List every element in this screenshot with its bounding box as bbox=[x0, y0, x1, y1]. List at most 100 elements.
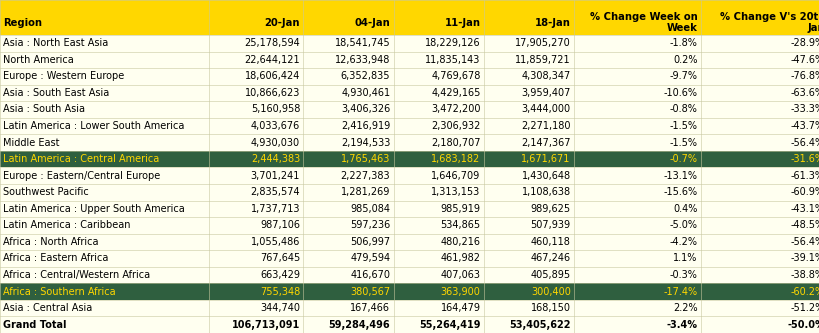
Text: 479,594: 479,594 bbox=[350, 253, 390, 263]
Bar bbox=[700, 167, 819, 184]
Bar bbox=[483, 234, 573, 250]
Text: -76.8%: -76.8% bbox=[790, 71, 819, 81]
Text: 18,541,745: 18,541,745 bbox=[334, 38, 390, 48]
Bar bbox=[700, 316, 819, 333]
Bar bbox=[700, 300, 819, 316]
Bar bbox=[209, 68, 303, 85]
Bar bbox=[700, 267, 819, 283]
Text: 4,769,678: 4,769,678 bbox=[431, 71, 480, 81]
Text: 53,405,622: 53,405,622 bbox=[509, 320, 570, 330]
Bar bbox=[393, 234, 483, 250]
Bar bbox=[303, 101, 393, 118]
Bar bbox=[393, 0, 483, 35]
Text: 164,479: 164,479 bbox=[440, 303, 480, 313]
Bar bbox=[483, 118, 573, 134]
Bar bbox=[209, 85, 303, 101]
Bar bbox=[209, 300, 303, 316]
Bar bbox=[700, 52, 819, 68]
Text: 380,567: 380,567 bbox=[350, 287, 390, 297]
Bar bbox=[573, 217, 700, 234]
Bar bbox=[209, 250, 303, 267]
Bar bbox=[209, 267, 303, 283]
Bar bbox=[0, 68, 209, 85]
Text: 2,180,707: 2,180,707 bbox=[431, 138, 480, 148]
Bar bbox=[0, 0, 209, 35]
Text: 1,671,671: 1,671,671 bbox=[521, 154, 570, 164]
Bar bbox=[483, 200, 573, 217]
Text: 2,227,383: 2,227,383 bbox=[340, 171, 390, 181]
Text: -28.9%: -28.9% bbox=[790, 38, 819, 48]
Bar bbox=[573, 300, 700, 316]
Bar bbox=[483, 300, 573, 316]
Bar bbox=[700, 118, 819, 134]
Bar bbox=[573, 316, 700, 333]
Text: 4,930,461: 4,930,461 bbox=[341, 88, 390, 98]
Bar bbox=[303, 134, 393, 151]
Text: 2,416,919: 2,416,919 bbox=[341, 121, 390, 131]
Bar bbox=[700, 85, 819, 101]
Text: 1.1%: 1.1% bbox=[672, 253, 697, 263]
Text: 11,835,143: 11,835,143 bbox=[424, 55, 480, 65]
Bar bbox=[483, 250, 573, 267]
Text: -56.4%: -56.4% bbox=[790, 237, 819, 247]
Bar bbox=[303, 267, 393, 283]
Text: 985,919: 985,919 bbox=[440, 204, 480, 214]
Text: -39.1%: -39.1% bbox=[790, 253, 819, 263]
Text: Europe : Western Europe: Europe : Western Europe bbox=[3, 71, 124, 81]
Bar bbox=[0, 134, 209, 151]
Text: 2,147,367: 2,147,367 bbox=[521, 138, 570, 148]
Bar bbox=[483, 35, 573, 52]
Bar bbox=[573, 200, 700, 217]
Bar bbox=[303, 151, 393, 167]
Bar bbox=[0, 267, 209, 283]
Bar bbox=[483, 0, 573, 35]
Text: 407,063: 407,063 bbox=[440, 270, 480, 280]
Text: 2,271,180: 2,271,180 bbox=[521, 121, 570, 131]
Text: Grand Total: Grand Total bbox=[3, 320, 66, 330]
Text: 17,905,270: 17,905,270 bbox=[514, 38, 570, 48]
Bar bbox=[0, 118, 209, 134]
Bar bbox=[303, 35, 393, 52]
Text: Latin America : Central America: Latin America : Central America bbox=[3, 154, 160, 164]
Bar bbox=[483, 101, 573, 118]
Bar bbox=[0, 300, 209, 316]
Bar bbox=[700, 68, 819, 85]
Text: 1,430,648: 1,430,648 bbox=[521, 171, 570, 181]
Text: -51.2%: -51.2% bbox=[790, 303, 819, 313]
Text: -43.7%: -43.7% bbox=[790, 121, 819, 131]
Text: 4,308,347: 4,308,347 bbox=[521, 71, 570, 81]
Bar bbox=[303, 217, 393, 234]
Bar bbox=[303, 283, 393, 300]
Text: -33.3%: -33.3% bbox=[790, 105, 819, 115]
Bar bbox=[393, 118, 483, 134]
Text: Latin America : Upper South America: Latin America : Upper South America bbox=[3, 204, 185, 214]
Bar bbox=[393, 134, 483, 151]
Text: 416,670: 416,670 bbox=[350, 270, 390, 280]
Bar bbox=[483, 283, 573, 300]
Text: Latin America : Caribbean: Latin America : Caribbean bbox=[3, 220, 130, 230]
Bar bbox=[0, 35, 209, 52]
Bar bbox=[483, 217, 573, 234]
Bar bbox=[0, 250, 209, 267]
Bar bbox=[303, 118, 393, 134]
Text: 461,982: 461,982 bbox=[440, 253, 480, 263]
Bar bbox=[0, 316, 209, 333]
Text: 344,740: 344,740 bbox=[260, 303, 300, 313]
Text: 3,701,241: 3,701,241 bbox=[251, 171, 300, 181]
Text: -5.0%: -5.0% bbox=[669, 220, 697, 230]
Bar bbox=[573, 151, 700, 167]
Bar bbox=[573, 250, 700, 267]
Bar bbox=[393, 283, 483, 300]
Bar bbox=[483, 85, 573, 101]
Bar bbox=[0, 234, 209, 250]
Bar bbox=[393, 35, 483, 52]
Bar bbox=[700, 151, 819, 167]
Text: Asia : South Asia: Asia : South Asia bbox=[3, 105, 85, 115]
Text: 11-Jan: 11-Jan bbox=[444, 18, 480, 28]
Bar bbox=[700, 101, 819, 118]
Text: -0.3%: -0.3% bbox=[669, 270, 697, 280]
Bar bbox=[209, 316, 303, 333]
Bar bbox=[700, 217, 819, 234]
Text: Region: Region bbox=[3, 18, 43, 28]
Bar bbox=[303, 316, 393, 333]
